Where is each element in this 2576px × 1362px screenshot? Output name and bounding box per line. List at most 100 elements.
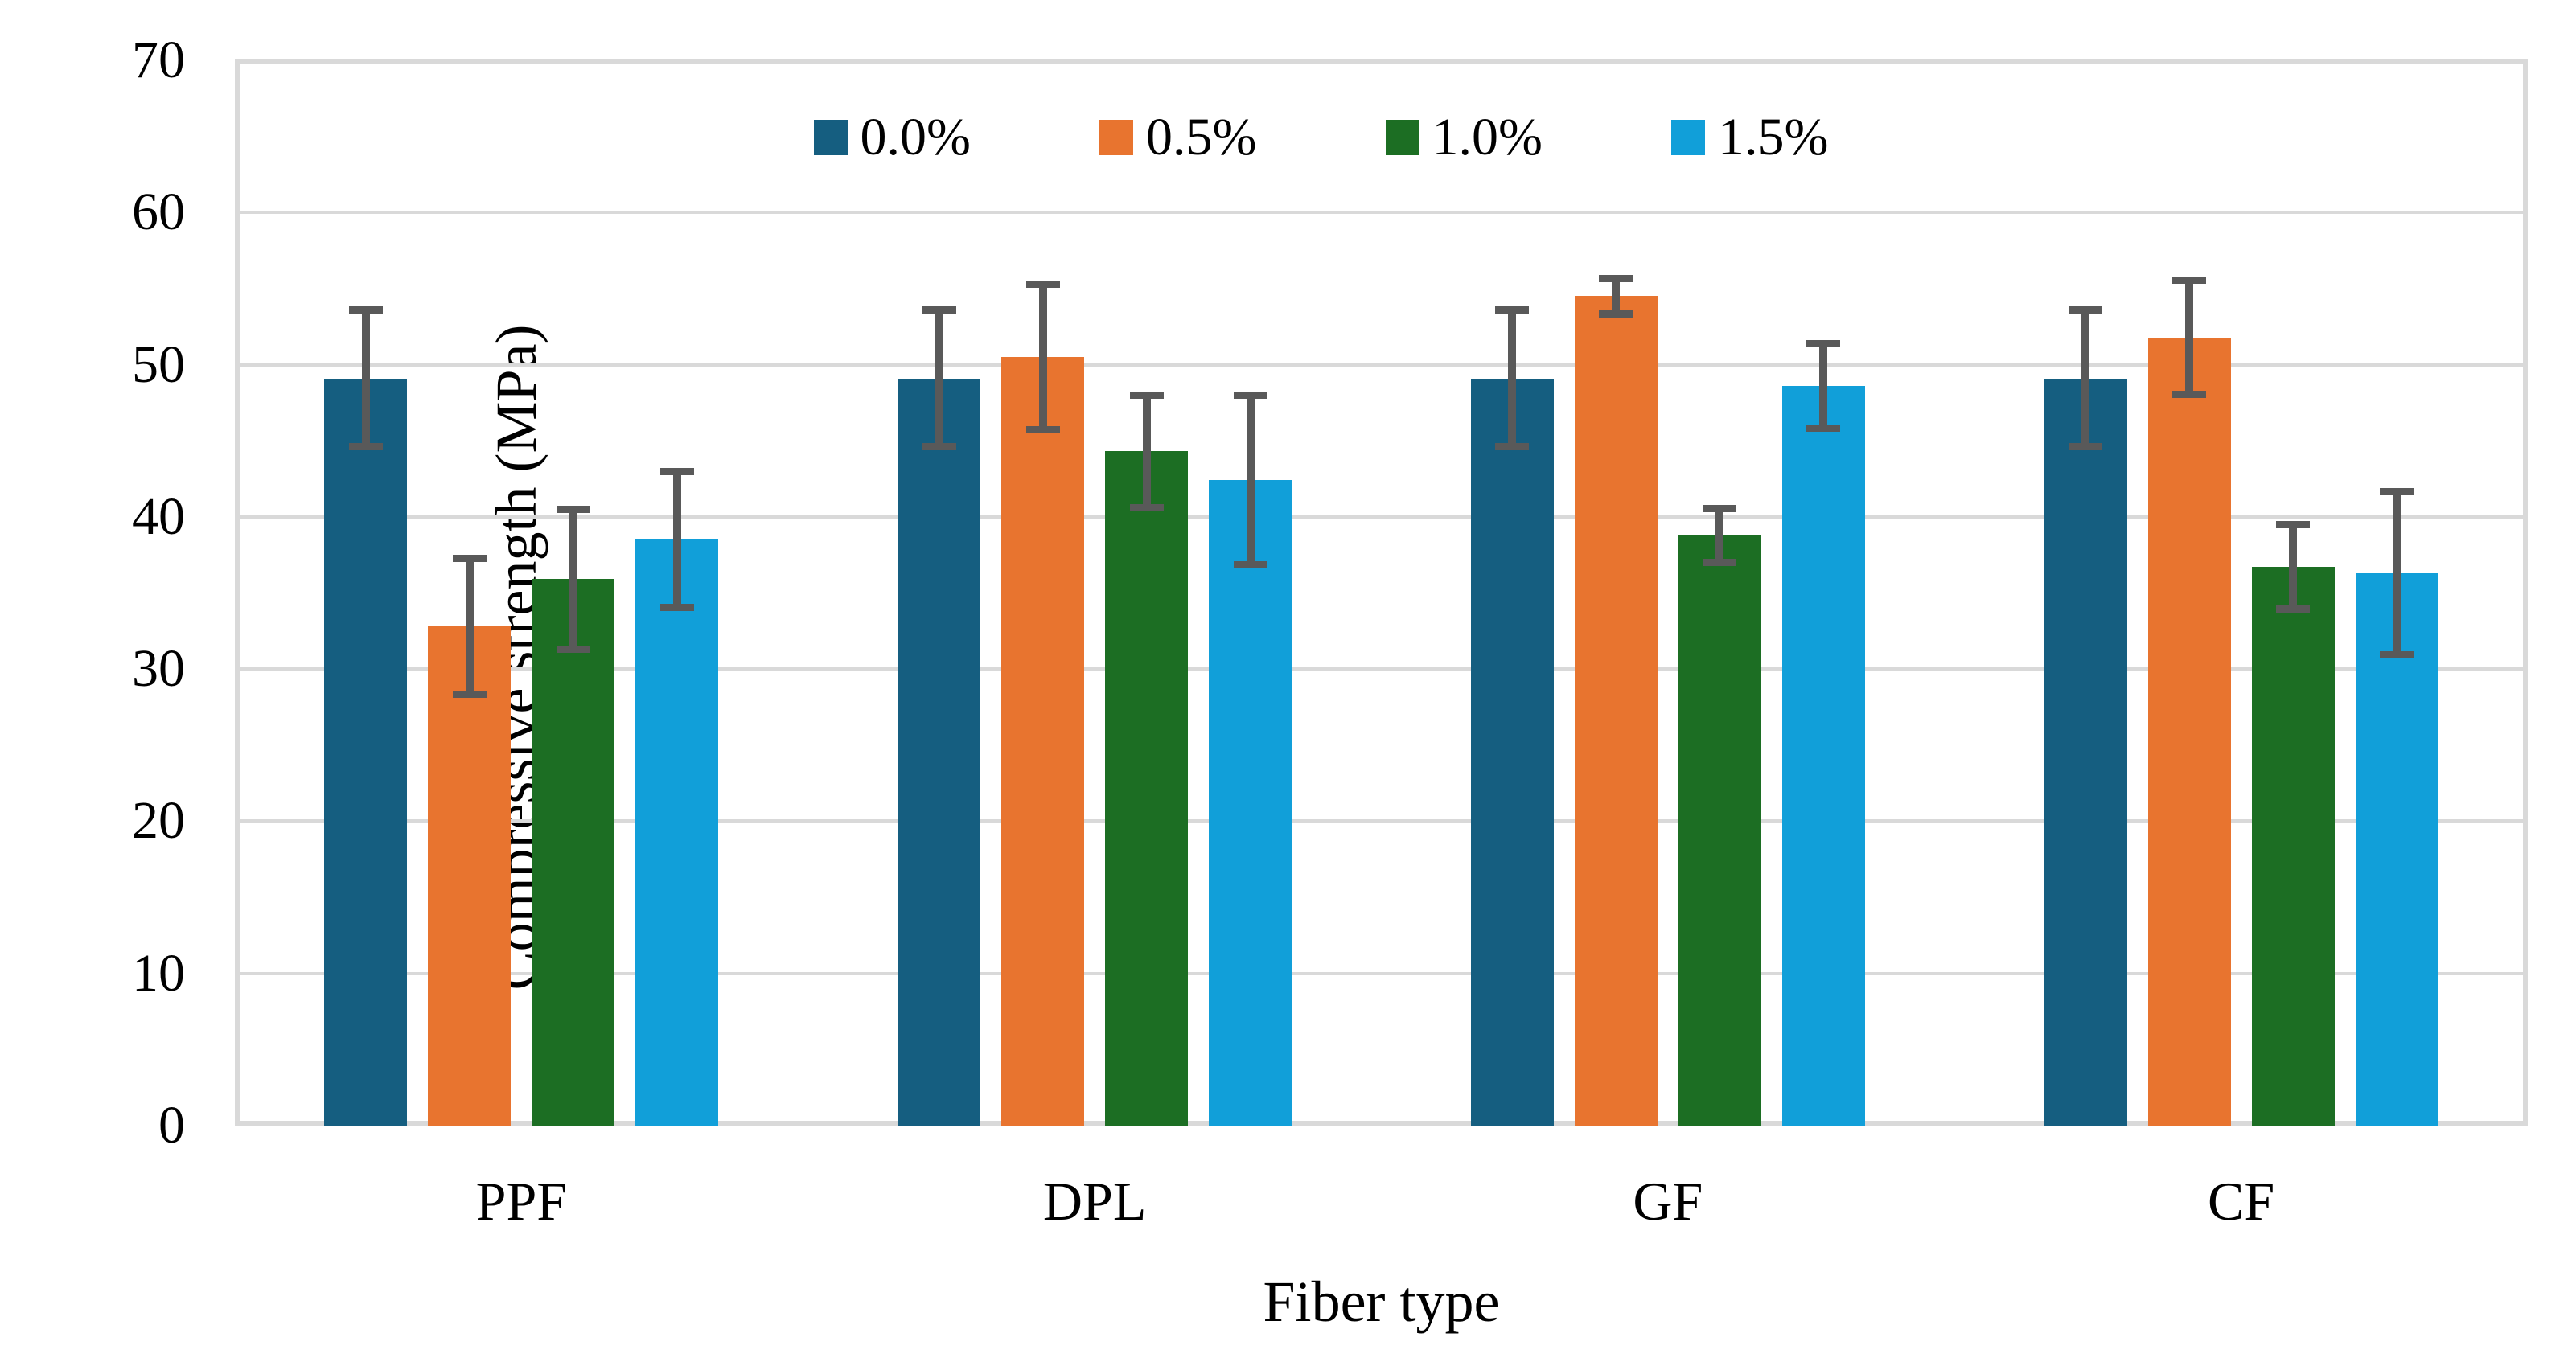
error-bar-cap-bottom (1129, 503, 1164, 511)
error-bar-cap-top (1806, 340, 1841, 348)
error-bar-cap-top (2172, 276, 2207, 284)
legend-item-0.0%: 0.0% (813, 108, 972, 166)
legend-swatch-icon (1670, 120, 1705, 155)
legend-label: 0.5% (1146, 108, 1257, 166)
bar-ppf-1.0% (532, 579, 615, 1126)
error-bar-stem (569, 509, 577, 650)
error-bar-stem (1508, 310, 1517, 447)
gridline (235, 363, 2528, 367)
y-tick-label: 0 (158, 1096, 185, 1155)
gridline (235, 819, 2528, 823)
bar-gf-0.0% (1470, 378, 1554, 1126)
error-bar-cap-top (556, 506, 590, 514)
error-bar-cap-bottom (922, 442, 956, 450)
x-category-label-ppf: PPF (475, 1171, 568, 1232)
error-bar-cap-top (1599, 274, 1633, 282)
error-bar-cap-bottom (452, 691, 487, 699)
error-bar-stem (1612, 277, 1621, 315)
error-bar-stem (672, 471, 681, 609)
error-bar-cap-bottom (1233, 561, 1267, 569)
y-tick-label: 50 (132, 334, 185, 394)
gridline (235, 59, 2528, 62)
bar-dpl-1.5% (1209, 480, 1292, 1126)
bar-dpl-1.0% (1105, 451, 1189, 1126)
bar-gf-1.5% (1781, 386, 1865, 1126)
error-bar-cap-top (1233, 392, 1267, 400)
legend-item-0.5%: 0.5% (1099, 108, 1257, 166)
bar-ppf-0.0% (324, 378, 408, 1126)
error-bar-stem (361, 310, 370, 447)
error-bar-stem (2081, 310, 2090, 447)
error-bar-cap-top (922, 306, 956, 314)
bar-cf-1.0% (2251, 567, 2335, 1126)
error-bar-stem (1819, 343, 1828, 429)
error-bar-cap-bottom (556, 645, 590, 653)
error-bar-stem (2393, 490, 2401, 656)
error-bar-cap-bottom (2069, 442, 2103, 450)
legend-label: 1.5% (1717, 108, 1829, 166)
error-bar-stem (1038, 284, 1047, 430)
error-bar-cap-bottom (1025, 425, 1060, 433)
error-bar-cap-bottom (348, 442, 383, 450)
error-bar-cap-top (2380, 487, 2414, 495)
error-bar-cap-top (659, 468, 694, 476)
error-bar-cap-bottom (1703, 558, 1737, 566)
error-bar-cap-top (452, 554, 487, 562)
error-bar-cap-top (2276, 521, 2311, 529)
legend-item-1.0%: 1.0% (1385, 108, 1543, 166)
error-bar-cap-top (1495, 306, 1530, 314)
legend-label: 0.0% (860, 108, 972, 166)
y-tick-label: 10 (132, 943, 185, 1003)
error-bar-stem (2185, 279, 2194, 396)
error-bar-cap-bottom (1806, 425, 1841, 433)
error-bar-cap-bottom (1495, 442, 1530, 450)
error-bar-cap-bottom (2172, 391, 2207, 399)
error-bar-cap-bottom (2380, 651, 2414, 659)
error-bar-stem (1142, 395, 1151, 508)
legend-swatch-icon (813, 120, 848, 155)
bar-cf-1.5% (2355, 572, 2438, 1126)
bar-ppf-1.5% (635, 539, 719, 1126)
y-tick-label: 20 (132, 791, 185, 851)
error-bar-stem (465, 557, 474, 695)
bar-dpl-0.0% (898, 378, 981, 1126)
error-bar-cap-top (1129, 392, 1164, 400)
gridline (235, 667, 2528, 671)
x-category-label-cf: CF (2208, 1171, 2275, 1232)
x-axis-title: Fiber type (1263, 1270, 1500, 1334)
error-bar-stem (1246, 395, 1255, 566)
plot-area: Compressive strength (MPa) (235, 59, 2528, 1126)
bar-gf-1.0% (1678, 535, 1761, 1126)
legend-swatch-icon (1385, 120, 1419, 155)
error-bar-stem (935, 310, 943, 447)
error-bar-cap-top (1703, 504, 1737, 512)
gridline (235, 515, 2528, 519)
legend-swatch-icon (1099, 120, 1134, 155)
gridline (235, 211, 2528, 215)
legend-label: 1.0% (1432, 108, 1543, 166)
y-tick-label: 60 (132, 183, 185, 242)
bar-ppf-0.5% (428, 626, 512, 1126)
x-category-label-gf: GF (1633, 1171, 1703, 1232)
bar-dpl-0.5% (1001, 357, 1085, 1126)
error-bar-cap-bottom (1599, 310, 1633, 318)
bar-cf-0.5% (2147, 337, 2231, 1126)
bar-gf-0.5% (1574, 296, 1658, 1126)
error-bar-cap-bottom (659, 604, 694, 612)
error-bar-cap-bottom (2276, 605, 2311, 613)
gridline (235, 971, 2528, 975)
chart-legend: 0.0% 0.5% 1.0% 1.5% (235, 103, 2528, 172)
y-tick-label: 70 (132, 31, 185, 89)
error-bar-stem (2289, 524, 2298, 610)
plot-border (235, 60, 2528, 1126)
y-tick-label: 40 (132, 486, 185, 546)
y-tick-label: 30 (132, 639, 185, 699)
legend-item-1.5%: 1.5% (1670, 108, 1829, 166)
error-bar-cap-top (348, 306, 383, 314)
error-bar-cap-top (2069, 306, 2103, 314)
x-category-label-dpl: DPL (1042, 1171, 1147, 1232)
error-bar-cap-top (1025, 281, 1060, 289)
error-bar-stem (1715, 507, 1724, 563)
bar-cf-0.0% (2044, 378, 2127, 1126)
